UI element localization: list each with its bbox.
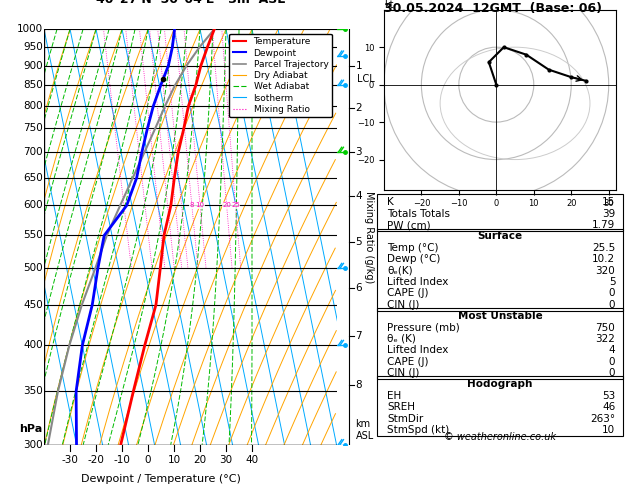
Text: PW (cm): PW (cm) xyxy=(387,220,431,230)
Text: 30: 30 xyxy=(220,455,233,465)
Text: 750: 750 xyxy=(23,123,43,134)
Text: 650: 650 xyxy=(23,173,43,183)
Text: km
ASL: km ASL xyxy=(355,419,374,440)
Text: 39: 39 xyxy=(602,209,615,219)
Text: 400: 400 xyxy=(23,340,43,350)
Text: Most Unstable: Most Unstable xyxy=(458,311,542,321)
Text: SREH: SREH xyxy=(387,402,415,412)
Text: EH: EH xyxy=(387,391,401,401)
Text: 40: 40 xyxy=(245,455,259,465)
Text: 1: 1 xyxy=(355,61,362,71)
Text: 10: 10 xyxy=(196,203,204,208)
Text: 25.5: 25.5 xyxy=(592,243,615,253)
Text: kt: kt xyxy=(384,0,393,10)
Text: © weatheronline.co.uk: © weatheronline.co.uk xyxy=(444,432,556,442)
Text: Lifted Index: Lifted Index xyxy=(387,345,448,355)
Text: 6: 6 xyxy=(355,283,362,293)
Text: 350: 350 xyxy=(23,386,43,397)
Text: Dewpoint / Temperature (°C): Dewpoint / Temperature (°C) xyxy=(81,474,241,484)
Text: 30.05.2024  12GMT  (Base: 06): 30.05.2024 12GMT (Base: 06) xyxy=(384,2,602,16)
Text: 15: 15 xyxy=(602,197,615,208)
Text: 8: 8 xyxy=(189,203,194,208)
Text: 10: 10 xyxy=(167,455,181,465)
Text: -10: -10 xyxy=(114,455,130,465)
Text: CAPE (J): CAPE (J) xyxy=(387,288,429,298)
Text: 550: 550 xyxy=(23,230,43,241)
Text: 7: 7 xyxy=(355,331,362,341)
Text: 40°27'N  50°04'E  -3m  ASL: 40°27'N 50°04'E -3m ASL xyxy=(96,0,285,6)
Text: Dewp (°C): Dewp (°C) xyxy=(387,254,440,264)
Text: 10: 10 xyxy=(602,425,615,435)
Text: Totals Totals: Totals Totals xyxy=(387,209,450,219)
Text: 20: 20 xyxy=(194,455,206,465)
Text: 46: 46 xyxy=(602,402,615,412)
Text: StmDir: StmDir xyxy=(387,414,423,423)
Text: 900: 900 xyxy=(23,61,43,70)
Text: CIN (J): CIN (J) xyxy=(387,368,420,378)
Text: 0: 0 xyxy=(609,288,615,298)
Text: 0: 0 xyxy=(609,300,615,310)
Text: 750: 750 xyxy=(596,323,615,332)
Text: 5: 5 xyxy=(355,237,362,247)
Text: Lifted Index: Lifted Index xyxy=(387,277,448,287)
Text: hPa: hPa xyxy=(19,424,43,434)
Text: 450: 450 xyxy=(23,300,43,310)
Text: θₑ (K): θₑ (K) xyxy=(387,334,416,344)
Text: 4: 4 xyxy=(609,345,615,355)
Text: 300: 300 xyxy=(23,440,43,450)
Text: LCL: LCL xyxy=(357,74,375,84)
Text: 2: 2 xyxy=(355,104,362,113)
Text: 850: 850 xyxy=(23,80,43,90)
Text: StmSpd (kt): StmSpd (kt) xyxy=(387,425,450,435)
Text: 950: 950 xyxy=(23,42,43,52)
Text: Hodograph: Hodograph xyxy=(467,380,533,389)
Text: 0: 0 xyxy=(609,357,615,366)
Text: 0: 0 xyxy=(145,455,152,465)
Text: Mixing Ratio (g/kg): Mixing Ratio (g/kg) xyxy=(364,191,374,283)
Text: 10.2: 10.2 xyxy=(593,254,615,264)
Text: 3: 3 xyxy=(355,147,362,157)
Text: 700: 700 xyxy=(23,147,43,157)
Text: CAPE (J): CAPE (J) xyxy=(387,357,429,366)
Text: Surface: Surface xyxy=(477,231,523,242)
Text: -30: -30 xyxy=(62,455,79,465)
Legend: Temperature, Dewpoint, Parcel Trajectory, Dry Adiabat, Wet Adiabat, Isotherm, Mi: Temperature, Dewpoint, Parcel Trajectory… xyxy=(229,34,332,118)
Text: 53: 53 xyxy=(602,391,615,401)
Text: Temp (°C): Temp (°C) xyxy=(387,243,438,253)
Text: 600: 600 xyxy=(23,200,43,210)
Text: 800: 800 xyxy=(23,101,43,111)
Text: Pressure (mb): Pressure (mb) xyxy=(387,323,460,332)
Text: 1.79: 1.79 xyxy=(592,220,615,230)
Text: 1000: 1000 xyxy=(16,24,43,34)
Text: 4: 4 xyxy=(355,191,362,201)
Text: K: K xyxy=(387,197,394,208)
Text: 5: 5 xyxy=(609,277,615,287)
Text: -20: -20 xyxy=(87,455,104,465)
Text: 0: 0 xyxy=(609,368,615,378)
Text: 263°: 263° xyxy=(590,414,615,423)
Text: 322: 322 xyxy=(596,334,615,344)
Text: 500: 500 xyxy=(23,263,43,274)
Text: 320: 320 xyxy=(596,266,615,276)
Text: CIN (J): CIN (J) xyxy=(387,300,420,310)
Text: 8: 8 xyxy=(355,380,362,390)
Text: 20: 20 xyxy=(222,203,231,208)
Text: θₑ(K): θₑ(K) xyxy=(387,266,413,276)
Text: 25: 25 xyxy=(231,203,240,208)
